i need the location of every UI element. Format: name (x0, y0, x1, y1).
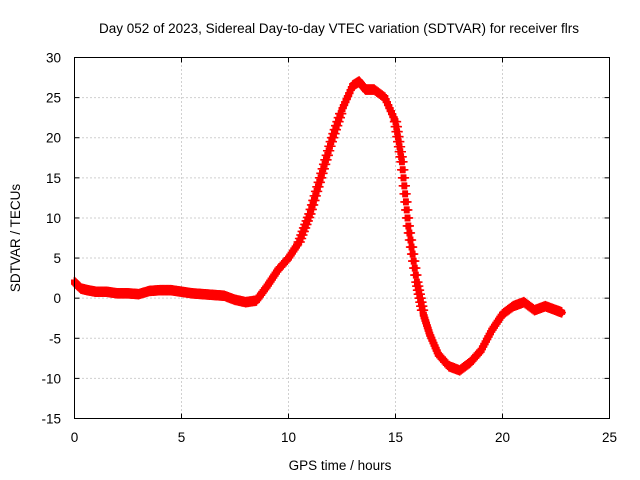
data-point (401, 166, 409, 174)
data-point (410, 243, 418, 251)
chart-title: Day 052 of 2023, Sidereal Day-to-day VTE… (99, 21, 579, 36)
x-tick-label: 10 (281, 430, 296, 445)
x-tick-label: 15 (388, 430, 403, 445)
y-tick-label: 30 (46, 51, 61, 66)
data-point (403, 190, 411, 198)
data-point (412, 257, 420, 265)
y-tick-label: 15 (46, 171, 61, 186)
data-point (400, 158, 408, 166)
x-axis-label: GPS time / hours (289, 458, 392, 473)
y-tick-label: 10 (46, 211, 61, 226)
data-point (402, 182, 410, 190)
data-point (413, 264, 421, 272)
data-point (406, 214, 414, 222)
data-point (411, 250, 419, 258)
y-tick-label: -15 (41, 412, 61, 427)
y-tick-label: 20 (46, 131, 61, 146)
data-point (414, 271, 422, 279)
data-point (404, 198, 412, 206)
y-tick-label: 5 (53, 251, 61, 266)
y-tick-label: -5 (49, 331, 61, 346)
data-point (405, 206, 413, 214)
y-axis-label: SDTVAR / TECUs (8, 184, 23, 293)
axis-ticks (74, 57, 610, 419)
y-tick-labels: -15 -10 -5 0 5 10 15 20 25 30 (41, 51, 61, 427)
x-tick-label: 0 (71, 430, 79, 445)
data-point (402, 174, 410, 182)
x-tick-label: 5 (178, 430, 186, 445)
series-markers (71, 76, 566, 376)
data-series (71, 76, 566, 376)
x-tick-label: 25 (602, 430, 617, 445)
x-tick-labels: 0 5 10 15 20 25 (71, 430, 617, 445)
data-point (408, 229, 416, 237)
y-tick-label: -10 (41, 371, 61, 386)
plot-frame (74, 57, 610, 419)
data-point (558, 309, 566, 317)
x-tick-label: 20 (495, 430, 510, 445)
data-point (407, 222, 414, 230)
data-point (558, 310, 566, 318)
y-tick-label: 0 (53, 291, 61, 306)
data-point (409, 236, 417, 244)
y-tick-label: 25 (46, 91, 61, 106)
